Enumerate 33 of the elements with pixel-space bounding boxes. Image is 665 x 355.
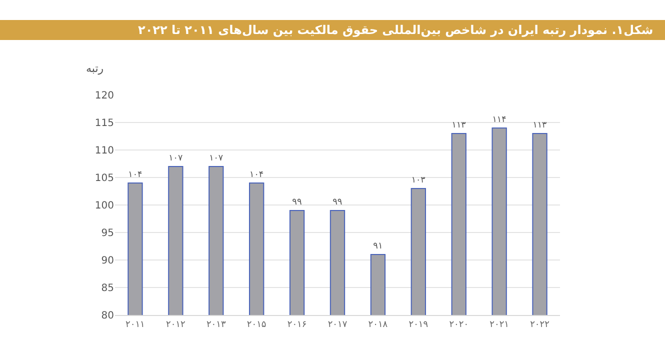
y-tick-label: 90 bbox=[101, 256, 114, 266]
data-label: ۱۱۳ bbox=[452, 120, 466, 131]
y-tick-label: 105 bbox=[94, 173, 114, 184]
y-tick-label: 110 bbox=[94, 146, 114, 156]
y-tick-label: 120 bbox=[94, 90, 114, 102]
data-label: ۱۰۴ bbox=[128, 170, 142, 180]
y-tick-label: 100 bbox=[94, 200, 114, 212]
x-tick-label: ۲۰۱۶ bbox=[287, 320, 307, 330]
data-label: ۱۰۳ bbox=[411, 176, 426, 186]
data-label: ۱۰۷ bbox=[168, 154, 183, 164]
data-label: ۱۱۳ bbox=[532, 120, 548, 131]
x-tick-label: ۲۰۱۷ bbox=[328, 320, 348, 330]
x-tick-label: ۲۰۲۱ bbox=[490, 320, 509, 330]
y-tick-label: 115 bbox=[94, 118, 114, 129]
data-label: ۱۱۴ bbox=[492, 115, 507, 126]
data-label: ۹۹ bbox=[332, 198, 342, 208]
x-tick-label: ۲۰۱۳ bbox=[206, 320, 226, 330]
y-axis-title: رتبه bbox=[86, 62, 104, 75]
y-tick-label: 95 bbox=[101, 228, 114, 239]
data-label: ۹۱ bbox=[373, 242, 383, 252]
data-label: ۱۰۷ bbox=[209, 154, 224, 164]
x-tick-label: ۲۰۱۹ bbox=[408, 320, 428, 330]
data-label: ۱۰۴ bbox=[250, 170, 264, 180]
chart-title: شکل۱. نمودار رتبه ایران در شاخص بین‌المللی حقوق مالکیت بین سال‌های ۲۰۱۱ تا ۲۰۲۲ bbox=[138, 23, 654, 37]
x-tick-label: ۲۰۱۱ bbox=[126, 320, 145, 330]
x-tick-label: ۲۰۲۰ bbox=[449, 320, 469, 330]
x-tick-label: ۲۰۱۸ bbox=[368, 320, 388, 330]
x-tick-label: ۲۰۲۲ bbox=[530, 320, 550, 330]
data-label: ۹۹ bbox=[292, 198, 302, 208]
x-tick-label: ۲۰۱۵ bbox=[246, 320, 266, 330]
y-tick-label: 85 bbox=[101, 283, 114, 294]
y-tick-label: 80 bbox=[101, 310, 114, 322]
x-tick-label: ۲۰۱۲ bbox=[166, 320, 186, 330]
